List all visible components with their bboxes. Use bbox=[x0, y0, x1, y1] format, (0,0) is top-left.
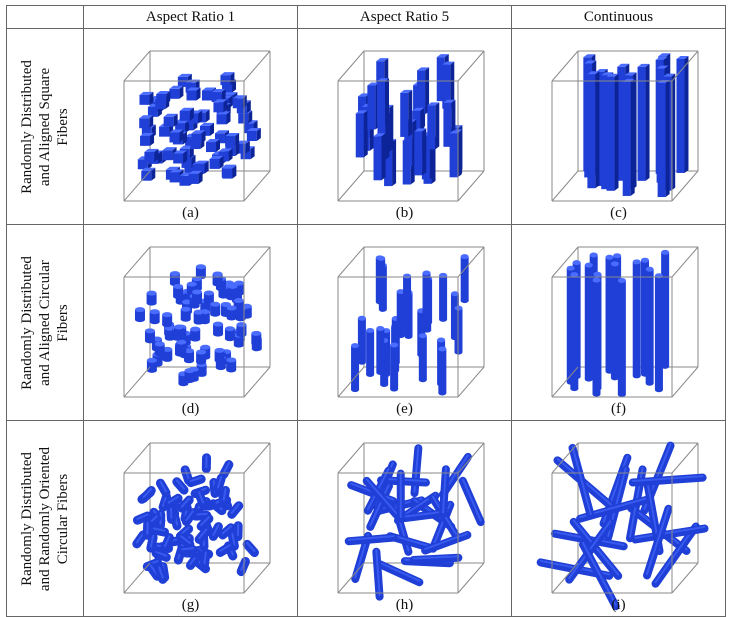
column-header-aspect-ratio-1: Aspect Ratio 1 bbox=[84, 6, 298, 29]
corner-cell bbox=[7, 6, 84, 29]
panel-b: (b) bbox=[298, 29, 512, 225]
fiber-comparison-table: Aspect Ratio 1 Aspect Ratio 5 Continuous… bbox=[6, 5, 726, 617]
caption-g: (g) bbox=[84, 596, 297, 614]
panel-a: (a) bbox=[84, 29, 298, 225]
panel-c: (c) bbox=[512, 29, 726, 225]
panel-f-render bbox=[512, 225, 725, 420]
panel-d-render bbox=[84, 225, 297, 420]
panel-f: (f) bbox=[512, 225, 726, 421]
caption-f: (f) bbox=[512, 400, 725, 418]
panel-e-render bbox=[298, 225, 511, 420]
panel-h: (h) bbox=[298, 421, 512, 617]
caption-b: (b) bbox=[298, 204, 511, 222]
caption-i: (i) bbox=[512, 596, 725, 614]
panel-i-render bbox=[512, 421, 725, 616]
caption-d: (d) bbox=[84, 400, 297, 418]
caption-e: (e) bbox=[298, 400, 511, 418]
panel-g: (g) bbox=[84, 421, 298, 617]
panel-e: (e) bbox=[298, 225, 512, 421]
panel-a-render bbox=[84, 29, 297, 224]
panel-b-render bbox=[298, 29, 511, 224]
panel-h-render bbox=[298, 421, 511, 616]
panel-d: (d) bbox=[84, 225, 298, 421]
caption-h: (h) bbox=[298, 596, 511, 614]
caption-c: (c) bbox=[512, 204, 725, 222]
column-header-continuous: Continuous bbox=[512, 6, 726, 29]
caption-a: (a) bbox=[84, 204, 297, 222]
panel-c-render bbox=[512, 29, 725, 224]
panel-i: (i) bbox=[512, 421, 726, 617]
panel-g-render bbox=[84, 421, 297, 616]
column-header-aspect-ratio-5: Aspect Ratio 5 bbox=[298, 6, 512, 29]
